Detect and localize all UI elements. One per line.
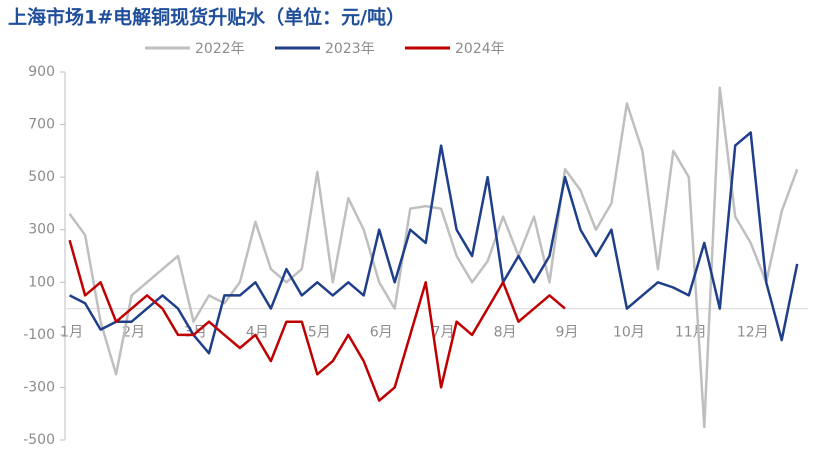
x-tick-label: 1月 (60, 325, 83, 341)
y-tick-label: 300 (28, 222, 55, 238)
x-tick-label: 2月 (122, 325, 145, 341)
x-tick-label: 12月 (737, 325, 769, 341)
y-tick-label: 500 (28, 169, 55, 185)
y-tick-label: -500 (23, 432, 55, 448)
x-tick-label: 5月 (308, 325, 331, 341)
legend-label: 2022年 (195, 41, 245, 57)
y-tick-label: -300 (23, 379, 55, 395)
x-tick-label: 7月 (432, 325, 455, 341)
series-line (69, 131, 799, 355)
y-tick-label: 100 (28, 274, 55, 290)
x-tick-label: 9月 (556, 325, 579, 341)
y-tick-label: -100 (23, 327, 55, 343)
legend-label: 2024年 (455, 41, 505, 57)
series-line (68, 239, 566, 402)
x-tick-label: 6月 (370, 325, 393, 341)
x-tick-label: 8月 (494, 325, 517, 341)
x-tick-label: 10月 (613, 325, 645, 341)
legend-label: 2023年 (325, 41, 375, 57)
chart-title: 上海市场1#电解铜现货升贴水（单位：元/吨） (8, 6, 405, 29)
y-tick-label: 900 (28, 64, 55, 80)
y-tick-label: 700 (28, 117, 55, 133)
series-line (68, 86, 799, 429)
x-tick-label: 11月 (675, 325, 707, 341)
